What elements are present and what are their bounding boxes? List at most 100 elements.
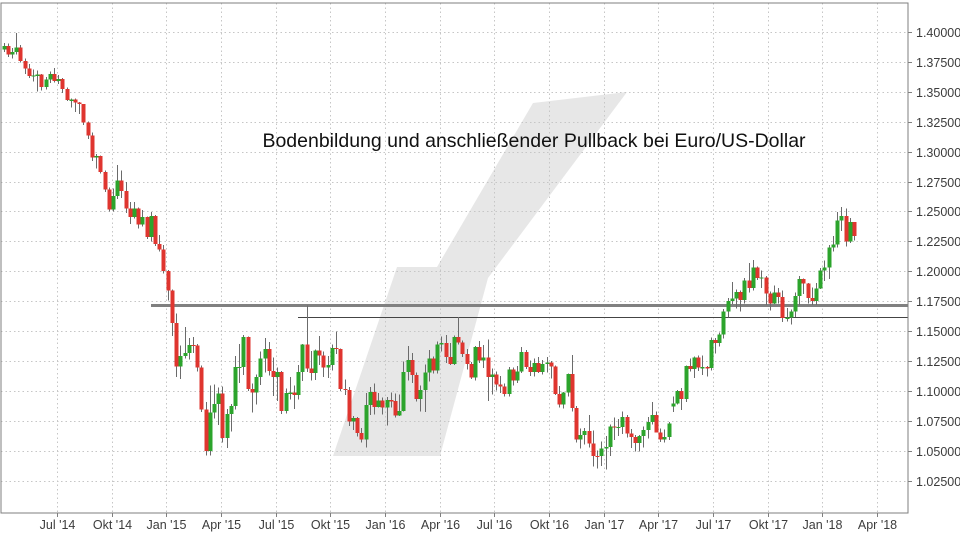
candle-up [751, 267, 756, 288]
candle-up [132, 208, 137, 217]
candle-down [292, 392, 297, 395]
candle-down [124, 191, 129, 209]
candle-down [801, 279, 806, 284]
candle-down [536, 362, 541, 373]
candle-down [456, 336, 461, 343]
candle-down [448, 356, 453, 365]
grid [1, 3, 908, 513]
candle-up [44, 79, 49, 88]
candle-up [730, 298, 735, 301]
candle-up [140, 217, 145, 225]
y-tick-label: 1.02500 [916, 475, 960, 489]
candle-up [616, 427, 621, 429]
candle-down [174, 322, 179, 367]
candle-down [410, 360, 415, 376]
candle-down [553, 366, 558, 395]
candle-up [229, 405, 234, 414]
candle-up [540, 363, 545, 373]
candle-down [806, 283, 811, 299]
candle-down [6, 45, 11, 55]
candle-down [469, 364, 474, 378]
y-tick-label: 1.25000 [916, 205, 960, 219]
candle-up [662, 437, 667, 440]
candle-down [528, 367, 533, 373]
candle-up [241, 336, 246, 367]
x-tick-label: Jan '15 [147, 518, 187, 532]
candle-down [524, 351, 529, 368]
candle-up [473, 347, 478, 378]
y-tick-label: 1.27500 [916, 176, 960, 190]
candle-up [515, 371, 520, 381]
candle-down [271, 371, 276, 378]
y-tick-label: 1.22500 [916, 235, 960, 249]
candle-up [818, 270, 823, 289]
candle-down [18, 47, 23, 61]
candle-up [759, 277, 764, 279]
candle-up [637, 435, 642, 444]
candle-down [747, 280, 752, 288]
candle-down [103, 171, 108, 190]
candle-down [465, 353, 470, 365]
candle-up [208, 412, 213, 451]
candle-up [94, 156, 99, 158]
candle-down [502, 386, 507, 394]
candle-up [187, 344, 192, 354]
candle-down [279, 371, 284, 412]
candle-up [646, 422, 651, 431]
candle-down [477, 347, 482, 361]
candle-up [385, 400, 390, 408]
x-tick-label: Apr '15 [202, 518, 241, 532]
candle-down [191, 344, 196, 346]
candle-down [119, 180, 124, 192]
candle-down [486, 357, 491, 377]
x-tick-label: Jul '15 [259, 518, 295, 532]
candle-down [355, 417, 360, 434]
candle-down [157, 243, 162, 250]
candle-down [633, 436, 638, 444]
candle-up [675, 390, 680, 404]
plot-border [0, 2, 909, 514]
candle-up [827, 247, 832, 268]
candle-down [195, 345, 200, 368]
candle-up [641, 430, 646, 436]
candle-down [372, 391, 377, 407]
candle-down [359, 433, 364, 440]
candle-down [317, 350, 322, 356]
candle-down [776, 292, 781, 298]
candle-down [81, 103, 86, 123]
candle-down [595, 455, 600, 458]
x-tick-label: Apr '18 [858, 518, 897, 532]
x-tick-label: Jul '14 [40, 518, 76, 532]
candle-up [692, 357, 697, 369]
candle-up [225, 413, 230, 439]
candle-up [14, 47, 19, 53]
y-tick-label: 1.20000 [916, 265, 960, 279]
candle-down [321, 355, 326, 368]
candle-up [296, 371, 301, 395]
candle-up [519, 351, 524, 372]
x-axis: Jul '14 Okt '14 Jan '15 Apr '15 Jul '15 Okt '… [40, 513, 897, 532]
candle-up [275, 371, 280, 378]
candle-down [460, 342, 465, 354]
candle-down [444, 343, 449, 357]
candle-up [721, 311, 726, 335]
x-tick-label: Jan '17 [585, 518, 625, 532]
candle-down [39, 74, 44, 88]
candle-down [334, 347, 339, 350]
candle-up [608, 426, 613, 447]
candle-up [620, 416, 625, 428]
candle-up [561, 392, 566, 405]
candle-up [284, 392, 289, 412]
candle-up [814, 288, 819, 302]
candle-down [696, 357, 701, 368]
candle-up [31, 75, 36, 77]
candle-down [343, 388, 348, 391]
candle-up [406, 360, 411, 373]
candle-down [587, 431, 592, 444]
candle-down [494, 374, 499, 385]
candle-down [768, 293, 773, 304]
candle-down [679, 390, 684, 399]
candle-up [578, 434, 583, 440]
chart-title: Bodenbildung und anschließender Pullback… [262, 130, 806, 152]
candle-down [629, 433, 634, 437]
